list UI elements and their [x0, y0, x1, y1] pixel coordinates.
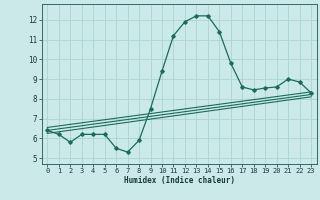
X-axis label: Humidex (Indice chaleur): Humidex (Indice chaleur)	[124, 176, 235, 185]
